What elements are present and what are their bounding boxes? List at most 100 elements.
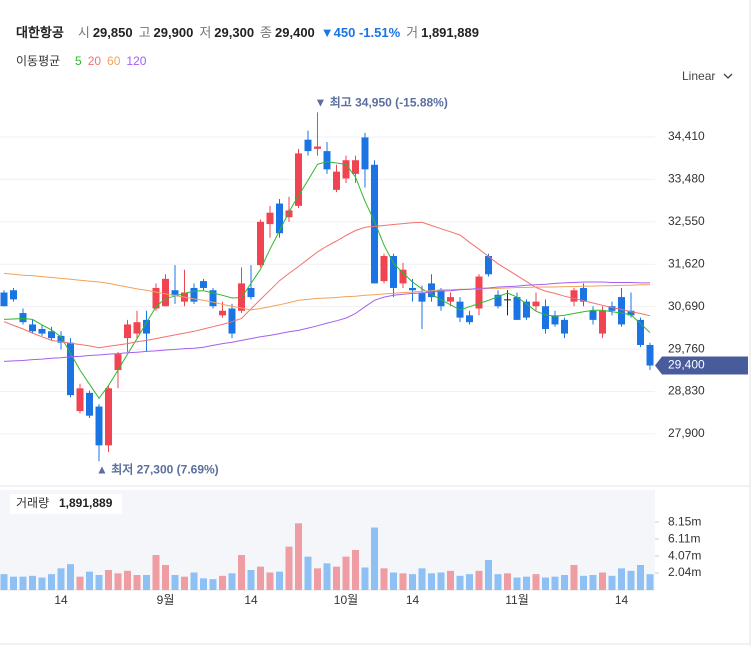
candle-body (504, 299, 511, 301)
volume-bar (589, 575, 597, 590)
volume-bar (295, 523, 302, 590)
candle-body (447, 297, 454, 302)
volume-bar (380, 568, 388, 590)
volume-bar (304, 556, 312, 590)
volume-bar (561, 575, 568, 590)
stock-name: 대한항공 (16, 25, 64, 40)
candle-body (542, 306, 549, 330)
volume-bar (48, 574, 55, 590)
candle-body (418, 292, 426, 302)
candle-body (86, 392, 93, 416)
volume-bar (618, 568, 625, 590)
candle-body (114, 354, 122, 371)
candle-body (10, 290, 17, 300)
volume-bar (333, 566, 340, 590)
volume-bar (152, 555, 160, 590)
close-label: 종 (260, 25, 273, 40)
volume-bar (475, 570, 483, 590)
candle-body (67, 342, 74, 396)
volume-bar (247, 570, 255, 590)
volume-bar (418, 568, 426, 590)
volume-bar (285, 546, 293, 590)
candle-body (599, 310, 606, 334)
volume-label: 거 (406, 25, 419, 40)
x-tick-label: 14 (244, 593, 258, 607)
volume-bar (190, 572, 198, 590)
y-tick-label: 34,410 (668, 129, 705, 143)
ma-title: 이동평균 (16, 54, 60, 68)
candle-body (580, 287, 587, 302)
volume-bar (371, 527, 378, 590)
candle-body (333, 171, 340, 190)
price-tag (655, 356, 748, 375)
candle-body (133, 322, 141, 334)
volume-bar (485, 560, 492, 590)
volume-bar (466, 574, 473, 590)
dropdown-icon[interactable] (723, 73, 733, 79)
candle-body (637, 319, 644, 345)
candle-body (48, 331, 55, 339)
candle-body (551, 315, 559, 325)
candle-body (589, 310, 597, 320)
ma-line (3, 272, 650, 311)
volume-bar (494, 574, 502, 590)
candle-body (190, 287, 198, 302)
volume-bar (599, 572, 606, 590)
volume-bar (200, 578, 207, 590)
volume-bar (627, 570, 635, 590)
candle-body (390, 256, 397, 288)
candle-body (314, 146, 321, 149)
volume-bar (352, 550, 359, 590)
annotation: ▼ 최고 34,950 (-15.88%) (315, 95, 448, 110)
y-tick-label: 31,620 (668, 256, 705, 270)
volume-bar (181, 576, 188, 590)
volume-bar (276, 571, 283, 590)
y-tick-label: 29,760 (668, 341, 705, 355)
volume-bar (105, 570, 112, 590)
volume-title-bg (10, 494, 122, 514)
volume-bar (409, 574, 416, 590)
volume-bar (95, 575, 103, 590)
candle-body (38, 329, 46, 334)
volume-bar (114, 573, 122, 590)
candle-body (437, 290, 445, 307)
candle-body (380, 256, 388, 282)
scale-selector[interactable]: Linear (682, 69, 715, 83)
candle-body (371, 164, 378, 284)
candle-body (485, 256, 492, 275)
candle-body (0, 292, 8, 307)
volume-bar (266, 572, 274, 590)
candle-body (152, 287, 160, 309)
candle-body (228, 308, 236, 334)
high-value: 29,900 (153, 25, 194, 40)
volume-bar (428, 573, 435, 590)
x-tick-label: 14 (615, 593, 629, 607)
y-tick-label: 2.04m (668, 565, 701, 579)
candle-body (29, 324, 36, 332)
x-tick-label: 10월 (334, 593, 358, 607)
candle-body (513, 297, 521, 320)
y-tick-label: 4.07m (668, 548, 701, 562)
volume-bar (570, 565, 578, 590)
candle-body (105, 388, 112, 446)
volume-bar (67, 564, 74, 590)
candle-body (304, 139, 312, 152)
y-tick-label: 33,480 (668, 172, 705, 186)
change: ▼450 -1.51% (320, 25, 401, 40)
open-value: 29,850 (92, 25, 133, 40)
header: 대한항공 시 29,850 고 29,900 저 29,300 종 29,400 ▼45… (16, 22, 485, 41)
volume-bar (143, 575, 150, 590)
candle-body (276, 203, 283, 234)
volume-bar (238, 555, 245, 590)
volume-bar (447, 570, 454, 590)
candle-body (627, 310, 635, 316)
candle-body (608, 306, 616, 311)
volume-bar (361, 567, 369, 590)
volume-bar (10, 576, 17, 590)
ma-line (3, 161, 651, 400)
volume-bar (29, 575, 36, 590)
legend-entry: 60 (107, 54, 121, 68)
y-tick-label: 30,690 (668, 299, 705, 313)
volume-title-value: 1,891,889 (59, 496, 113, 510)
